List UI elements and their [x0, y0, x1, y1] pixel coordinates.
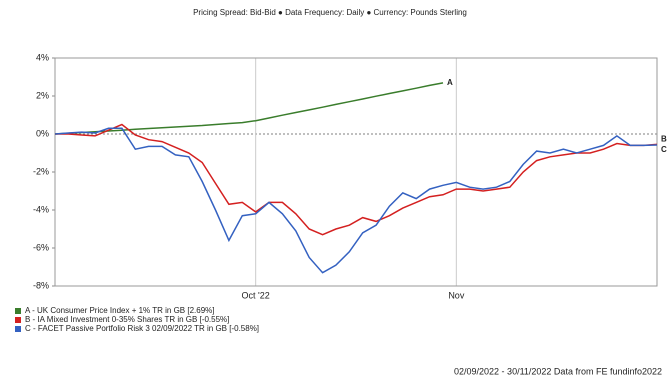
plot-border [54, 57, 658, 287]
series-line [55, 123, 658, 236]
legend-label: B - IA Mixed Investment 0-35% Shares TR … [25, 315, 229, 324]
y-tick-label: -6% [33, 242, 49, 252]
y-tick-label: 0% [36, 128, 49, 138]
y-tick-label: -4% [33, 204, 49, 214]
chart-subtitle: Pricing Spread: Bid-Bid ● Data Frequency… [193, 8, 467, 17]
footer: 02/09/2022 - 30/11/2022 Data from FE fun… [454, 366, 662, 376]
legend-label: A - UK Consumer Price Index + 1% TR in G… [25, 306, 215, 315]
legend-swatch [15, 308, 21, 314]
legend-swatch [15, 326, 21, 332]
end-label: B [661, 135, 667, 144]
x-tick-label: Nov [448, 290, 465, 300]
end-label: C [661, 145, 667, 154]
legend-label: C - FACET Passive Portfolio Risk 3 02/09… [25, 324, 259, 333]
x-tick-label: Oct '22 [242, 290, 270, 300]
legend-swatch [15, 317, 21, 323]
series-line [54, 82, 444, 135]
y-tick-label: 2% [36, 90, 49, 100]
y-tick-label: 4% [36, 52, 49, 62]
end-label: A [447, 78, 453, 87]
y-tick-label: -8% [33, 280, 49, 290]
series-line [54, 127, 658, 274]
y-tick-label: -2% [33, 166, 49, 176]
